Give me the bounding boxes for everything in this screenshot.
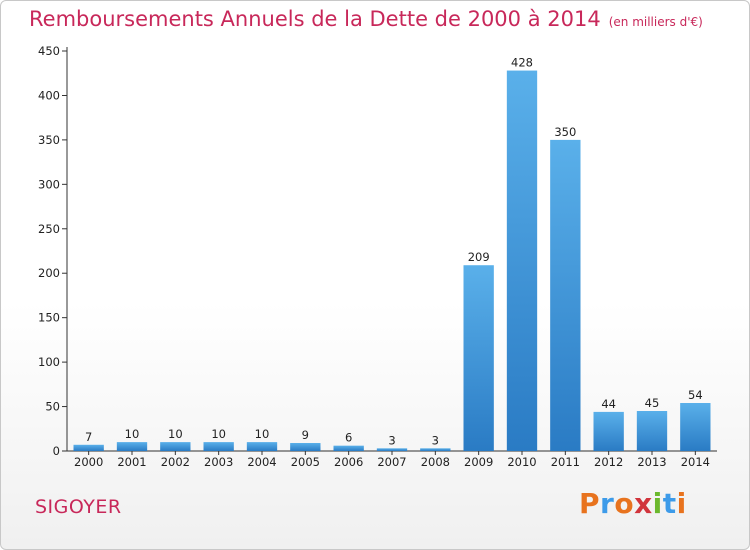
value-label: 10 <box>168 427 183 441</box>
bar <box>550 139 581 451</box>
bar <box>73 444 104 451</box>
x-tick-label: 2010 <box>507 455 536 469</box>
y-tick-label: 350 <box>38 133 60 147</box>
chart-subtitle: (en milliers d'€) <box>608 15 703 29</box>
value-label: 209 <box>468 250 490 264</box>
x-tick-label: 2009 <box>464 455 493 469</box>
logo-letter: i <box>676 487 687 520</box>
logo-letter: P <box>579 487 601 520</box>
y-tick-label: 250 <box>38 222 60 236</box>
y-tick-label: 400 <box>38 88 60 102</box>
value-label: 10 <box>211 427 226 441</box>
x-tick-label: 2011 <box>551 455 580 469</box>
y-tick-label: 300 <box>38 177 60 191</box>
x-tick-label: 2007 <box>377 455 406 469</box>
y-tick-label: 150 <box>38 311 60 325</box>
logo-letter: x <box>634 487 653 520</box>
value-label: 10 <box>255 427 270 441</box>
value-label: 428 <box>511 56 533 70</box>
bar <box>290 443 321 451</box>
bar <box>376 448 408 451</box>
x-tick-label: 2000 <box>74 455 103 469</box>
value-label: 54 <box>688 388 703 402</box>
logo-letter: i <box>652 487 663 520</box>
chart-bars <box>73 70 711 452</box>
bar <box>506 70 538 452</box>
bar <box>680 403 711 451</box>
value-label: 10 <box>125 427 140 441</box>
bar <box>116 442 148 451</box>
bar <box>420 448 451 451</box>
proxiti-logo: Proxiti <box>579 487 687 520</box>
bar <box>246 442 278 451</box>
chart-title-text: Remboursements Annuels de la Dette de 20… <box>29 7 601 31</box>
bar <box>593 411 624 451</box>
bar <box>636 411 668 451</box>
bar <box>463 265 494 451</box>
y-tick-label: 50 <box>45 400 60 414</box>
x-tick-label: 2002 <box>161 455 190 469</box>
y-tick-label: 0 <box>53 444 60 458</box>
x-tick-label: 2004 <box>247 455 276 469</box>
value-label: 7 <box>85 430 92 444</box>
x-tick-label: 2005 <box>291 455 320 469</box>
value-label: 9 <box>302 428 309 442</box>
chart-labels: 7 10 10 10 10 9 6 3 3 209 428 350 44 45 54 <box>85 56 703 448</box>
value-label: 45 <box>645 396 660 410</box>
value-label: 44 <box>601 397 616 411</box>
logo-letter: r <box>600 487 615 520</box>
value-label: 3 <box>432 433 439 447</box>
x-tick-label: 2001 <box>117 455 146 469</box>
y-tick-label: 100 <box>38 355 60 369</box>
town-name: SIGOYER <box>35 496 122 518</box>
bar <box>333 445 364 451</box>
x-tick-label: 2003 <box>204 455 233 469</box>
chart-axes: 0 50 100 150 200 250 300 350 400 450 2000 2001 2002 2… <box>38 44 717 469</box>
value-label: 350 <box>554 125 576 139</box>
value-label: 3 <box>388 433 395 447</box>
logo-letter: t <box>662 487 677 520</box>
y-tick-label: 450 <box>38 44 60 58</box>
x-tick-label: 2014 <box>681 455 710 469</box>
logo-letter: o <box>614 487 635 520</box>
bar <box>160 442 191 451</box>
x-tick-label: 2006 <box>334 455 363 469</box>
bar <box>203 442 234 451</box>
chart-title: Remboursements Annuels de la Dette de 20… <box>29 7 703 31</box>
x-tick-label: 2013 <box>637 455 666 469</box>
x-tick-label: 2008 <box>421 455 450 469</box>
y-tick-label: 200 <box>38 266 60 280</box>
x-tick-label: 2012 <box>594 455 623 469</box>
value-label: 6 <box>345 431 352 445</box>
